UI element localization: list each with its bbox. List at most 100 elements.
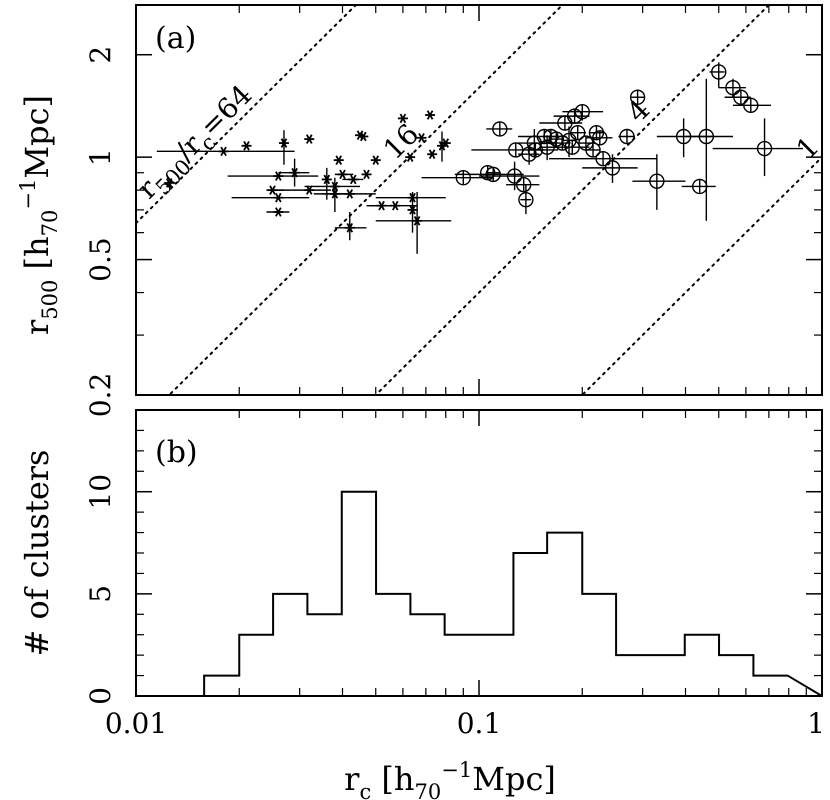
asterisk-stroke — [426, 110, 434, 120]
y-tick-label-b: 0 — [84, 687, 117, 705]
asterisk-stroke — [305, 134, 313, 144]
reference-line-64 — [136, 5, 358, 225]
circle-point — [518, 184, 534, 215]
x-axis-label: rc [h70−1Mpc] — [344, 758, 556, 800]
asterisk-stroke — [346, 223, 354, 233]
reference-line-16 — [167, 5, 564, 395]
asterisk-stroke — [409, 205, 416, 215]
star-point — [321, 167, 332, 200]
circle-point — [712, 118, 803, 177]
star-point — [241, 140, 252, 151]
y-axis-label-b: # of clusters — [18, 450, 56, 657]
star-point — [427, 149, 438, 160]
circle-point — [618, 128, 636, 145]
circle-marker — [574, 104, 590, 120]
histogram-bin — [547, 533, 582, 696]
reference-label-4: 4 — [620, 93, 656, 129]
circle-point — [561, 126, 577, 158]
y-tick-label-b: 5 — [84, 585, 117, 603]
x-tick-label: 0.01 — [105, 707, 167, 740]
asterisk-stroke — [360, 131, 367, 142]
asterisk-stroke — [372, 155, 380, 165]
reference-label-16: 16 — [377, 117, 426, 166]
star-point — [231, 192, 310, 203]
asterisk-stroke — [220, 146, 227, 157]
histogram-bin — [239, 635, 273, 696]
star-point — [436, 131, 447, 162]
circle-marker — [518, 191, 534, 208]
y-tick-label-a: 0.5 — [84, 237, 117, 282]
circle-marker — [506, 168, 523, 184]
star-point — [334, 169, 354, 180]
star-point — [407, 191, 418, 233]
star-point — [397, 113, 408, 124]
reference-line-4 — [374, 5, 771, 395]
star-point — [278, 130, 289, 165]
circle-point — [718, 78, 746, 98]
circle-point — [562, 104, 604, 121]
star-point — [370, 155, 381, 165]
star-point — [156, 146, 295, 157]
asterisk-stroke — [335, 155, 343, 165]
asterisk-stroke — [428, 149, 436, 160]
asterisk-stroke — [275, 192, 282, 203]
star-point — [375, 192, 446, 203]
y-tick-label-b: 10 — [84, 474, 117, 510]
circle-marker — [756, 140, 773, 157]
panel-label-b: (b) — [155, 435, 198, 470]
histogram-bin — [376, 594, 410, 696]
histogram-bin — [410, 614, 444, 696]
star-point — [361, 169, 372, 180]
histogram-bin — [650, 655, 684, 696]
circle-point — [527, 142, 545, 158]
histogram-bin — [719, 655, 753, 696]
star-point — [278, 158, 310, 187]
circle-point — [454, 166, 524, 183]
asterisk-stroke — [243, 140, 250, 151]
asterisk-stroke — [339, 169, 346, 180]
circle-point — [570, 124, 586, 141]
star-point — [358, 131, 369, 142]
circle-point — [585, 142, 601, 158]
reference-line-1 — [580, 156, 822, 395]
star-point — [313, 189, 376, 199]
histogram-bin — [204, 676, 239, 696]
circle-marker — [698, 128, 715, 145]
data-points — [156, 62, 803, 254]
star-point — [425, 110, 436, 120]
histogram-bin — [273, 594, 307, 696]
asterisk-stroke — [291, 167, 298, 178]
asterisk-stroke — [363, 169, 370, 180]
circle-point — [681, 178, 716, 195]
asterisk-stroke — [349, 174, 357, 185]
asterisk-stroke — [275, 207, 282, 217]
star-point — [405, 152, 416, 162]
histogram-bin — [307, 614, 341, 696]
circle-point — [471, 142, 559, 158]
asterisk-stroke — [165, 178, 173, 188]
histogram-bin — [616, 655, 650, 696]
circle-point — [632, 154, 686, 210]
star-point — [440, 138, 451, 148]
star-point — [266, 207, 290, 217]
histogram-bin — [582, 594, 616, 696]
star-point — [375, 191, 452, 254]
asterisk-stroke — [399, 113, 407, 124]
histogram-bin — [342, 492, 376, 696]
y-tick-label-a: 0.2 — [84, 373, 117, 418]
asterisk-stroke — [323, 174, 331, 185]
asterisk-stroke — [305, 185, 313, 195]
panel-label-a: (a) — [155, 21, 196, 56]
circle-point — [421, 170, 494, 186]
histogram-bin — [479, 635, 513, 696]
asterisk-stroke — [406, 152, 414, 162]
reference-label-64: r500/rc=64 — [131, 78, 263, 209]
asterisk-stroke — [269, 185, 276, 195]
circle-point — [549, 139, 590, 155]
star-point — [369, 200, 418, 211]
asterisk-stroke — [418, 132, 425, 143]
circle-point — [724, 89, 751, 105]
